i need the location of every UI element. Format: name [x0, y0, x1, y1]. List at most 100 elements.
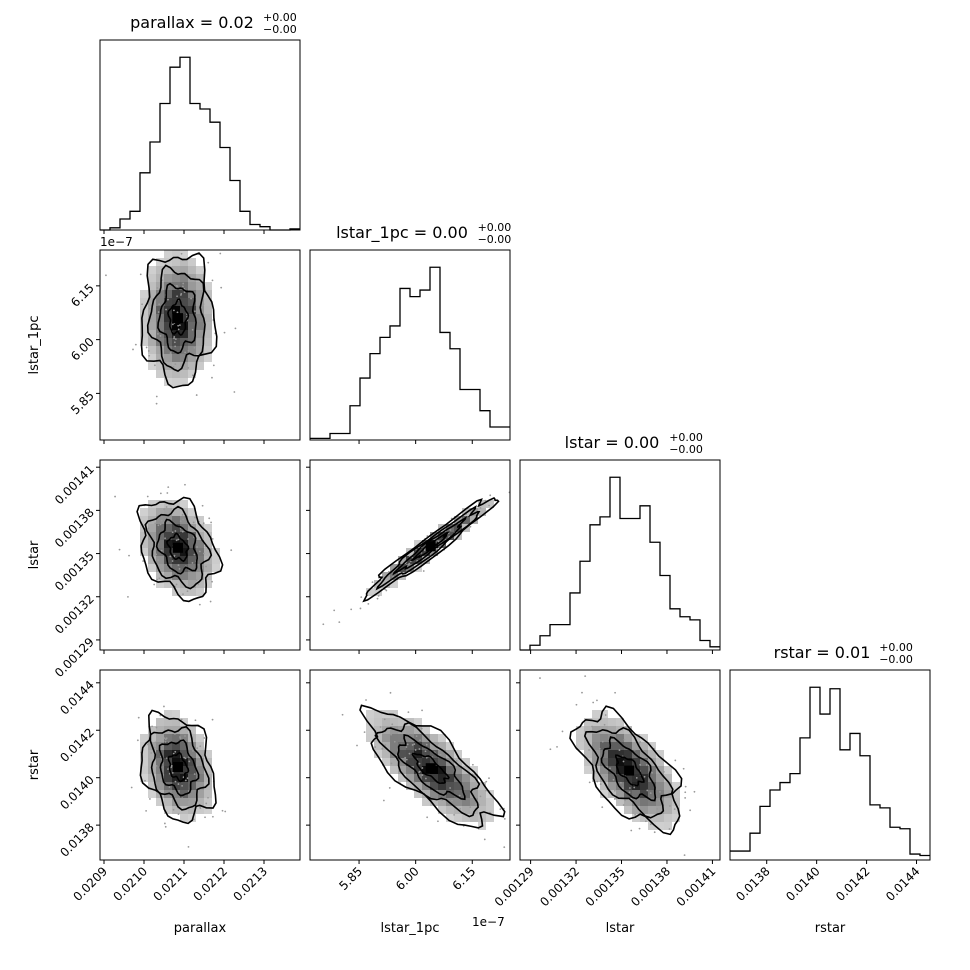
density-cell — [648, 798, 656, 806]
density-cell — [172, 508, 180, 516]
sample-point — [154, 534, 156, 537]
sample-point — [390, 733, 392, 736]
sample-point — [422, 570, 425, 572]
density-cell — [164, 710, 172, 718]
density-cell — [188, 540, 196, 548]
density-cell — [212, 556, 220, 564]
density-cell — [156, 282, 164, 290]
sample-point — [137, 716, 140, 719]
density-cell — [640, 774, 648, 782]
density-cell — [180, 346, 188, 354]
sample-point — [484, 499, 487, 502]
sample-point — [201, 504, 204, 507]
sample-point — [223, 331, 226, 334]
density-cell — [390, 758, 398, 766]
density-cell — [196, 290, 204, 298]
sample-point — [581, 691, 583, 694]
density-cell — [164, 782, 172, 790]
sample-point — [622, 804, 625, 806]
density-cell — [632, 798, 640, 806]
density-cell — [366, 588, 374, 596]
density-cell — [164, 290, 172, 298]
density-cell — [608, 782, 616, 790]
density-cell — [188, 354, 196, 362]
panel-lstar-vs-parallax — [114, 483, 233, 606]
sample-point — [658, 799, 661, 802]
density-cell — [390, 718, 398, 726]
density-cell — [648, 750, 656, 758]
x-axis-label-lstar_1pc: lstar_1pc — [381, 921, 440, 936]
density-cell — [608, 758, 616, 766]
sample-point — [638, 827, 641, 830]
sample-point — [649, 792, 652, 795]
sample-point — [469, 525, 472, 528]
panel-frame — [309, 459, 511, 651]
sample-point — [181, 797, 184, 800]
sample-point — [176, 285, 179, 288]
sample-point — [338, 621, 341, 624]
density-cell — [140, 314, 148, 322]
sample-point — [384, 744, 387, 746]
sample-point — [180, 292, 183, 295]
sample-point — [159, 335, 162, 337]
sample-point — [164, 825, 167, 828]
density-cell — [584, 758, 592, 766]
contour-line — [158, 739, 200, 797]
sample-point — [211, 279, 214, 282]
density-cell — [140, 508, 148, 516]
sample-point — [503, 817, 506, 820]
sample-point — [178, 567, 181, 570]
sample-point — [649, 823, 652, 826]
density-cell — [180, 742, 188, 750]
sample-point — [646, 789, 649, 792]
density-cell — [656, 766, 664, 774]
sample-point — [668, 805, 671, 807]
density-cell — [188, 532, 196, 540]
density-cell — [446, 782, 454, 790]
density-peak — [173, 762, 183, 773]
y-tick-label: 0.00129 — [52, 635, 97, 680]
density-cell — [600, 790, 608, 798]
sample-point — [171, 771, 174, 774]
density-cell — [188, 346, 196, 354]
density-cell — [414, 548, 422, 556]
title-plus: +0.00 — [879, 641, 913, 654]
density-cell — [196, 282, 204, 290]
density-cell — [382, 750, 390, 758]
density-cell — [164, 250, 172, 258]
density-cell — [188, 508, 196, 516]
contour-line — [600, 736, 657, 802]
density-cell — [374, 742, 382, 750]
density-cell — [664, 798, 672, 806]
histogram-lstar_1pc — [310, 266, 510, 440]
density-cell — [430, 790, 438, 798]
density-cell — [486, 814, 494, 822]
density-cell — [172, 258, 180, 266]
density-cell — [592, 726, 600, 734]
sample-point — [499, 808, 502, 811]
density-cell — [632, 790, 640, 798]
title-plus: +0.00 — [478, 221, 512, 234]
density-cell — [196, 782, 204, 790]
density-cell — [156, 726, 164, 734]
density-cell — [172, 758, 180, 766]
sample-point — [211, 718, 214, 721]
sample-point — [187, 349, 190, 352]
density-cell — [212, 564, 220, 572]
x-tick-label: 0.0144 — [883, 864, 923, 904]
density-cell — [148, 564, 156, 572]
sample-point — [388, 570, 390, 573]
density-cell — [600, 782, 608, 790]
sample-point — [322, 623, 325, 626]
y-tick-label: 5.85 — [68, 388, 97, 417]
sample-point — [174, 780, 177, 783]
density-cell — [164, 734, 172, 742]
sample-point — [179, 737, 182, 740]
density-cell — [180, 734, 188, 742]
panel-rstar-vs-lstar_1pc — [341, 691, 506, 849]
sample-point — [193, 773, 196, 776]
sample-point — [651, 771, 654, 774]
sample-point — [458, 794, 461, 797]
sample-point — [219, 252, 222, 255]
density-cell — [624, 758, 632, 766]
